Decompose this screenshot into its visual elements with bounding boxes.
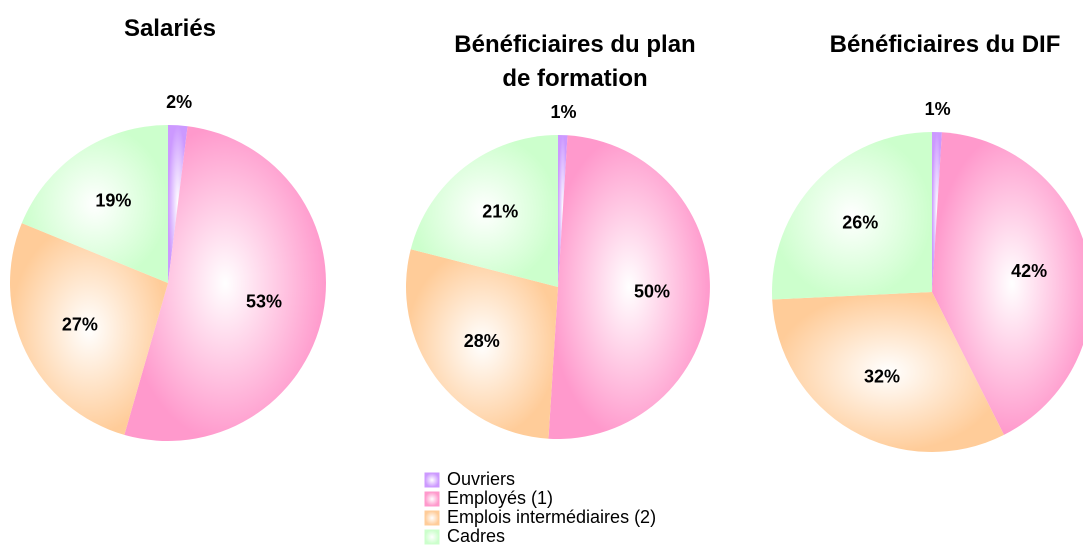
slice-label: 28%: [464, 331, 500, 351]
chart-title: Bénéficiaires du plan de formation: [454, 31, 696, 92]
legend-swatch: [424, 491, 440, 507]
pie-slice: [558, 135, 568, 287]
pie-slice: [932, 132, 942, 292]
slice-label: 42%: [1011, 261, 1047, 281]
pie-slice: [21, 124, 169, 283]
pie-slice: [548, 135, 710, 439]
slice-label: 26%: [842, 212, 878, 232]
pie-slice: [772, 292, 1004, 452]
pie-slice: [772, 132, 932, 300]
chart-title: Bénéficiaires du DIF: [829, 31, 1061, 58]
slice-label: 53%: [246, 291, 282, 311]
legend-label: Cadres: [447, 526, 505, 546]
chart-title: Salariés: [123, 15, 217, 42]
legend-swatch: [424, 510, 440, 526]
slice-label: 1%: [925, 99, 951, 119]
slice-label: 19%: [95, 190, 131, 210]
legend-swatch: [424, 472, 440, 488]
legend-label: Ouvriers: [447, 469, 515, 489]
slice-label: 1%: [550, 102, 576, 122]
pie-slice: [168, 125, 188, 283]
pie-slice: [410, 135, 558, 287]
pie-slice: [9, 223, 168, 435]
legend-label: Employés (1): [447, 488, 553, 508]
slice-label: 32%: [864, 366, 900, 386]
slice-label: 27%: [62, 314, 98, 334]
slice-label: 50%: [634, 282, 670, 302]
legend-swatch: [424, 529, 440, 545]
pie-slice: [124, 126, 326, 441]
pie-slice: [406, 249, 558, 439]
pie-slice: [932, 132, 1083, 435]
legend-label: Emplois intermédiaires (2): [447, 507, 656, 527]
slice-label: 21%: [482, 201, 518, 221]
slice-label: 2%: [166, 92, 192, 112]
